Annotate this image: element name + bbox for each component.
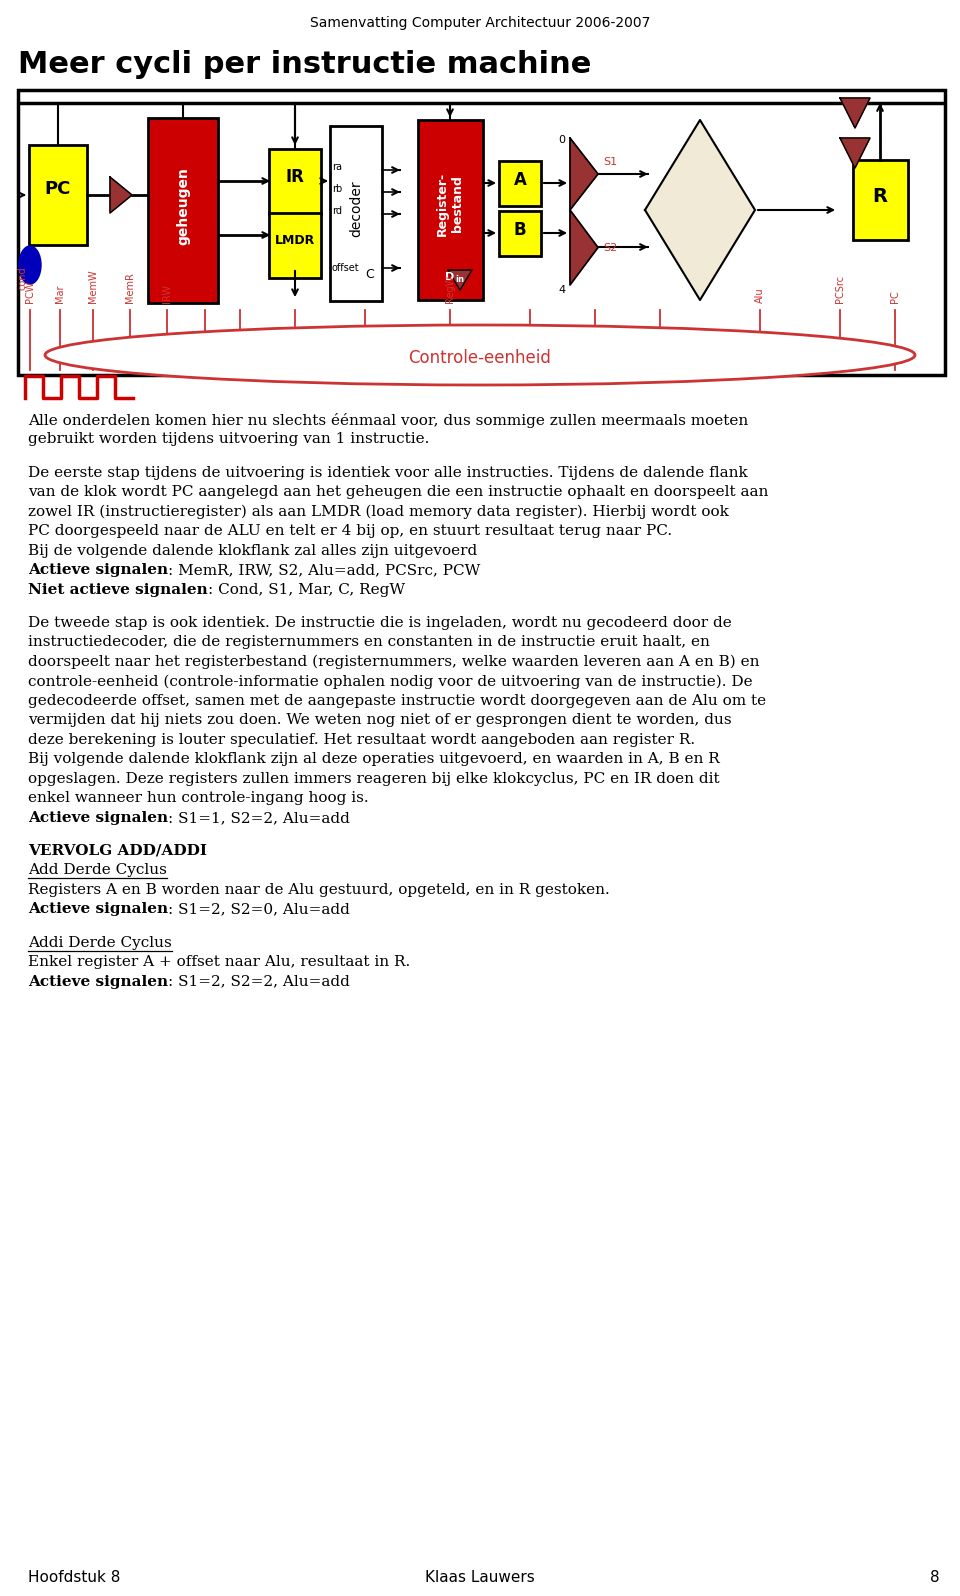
Text: PCSrc: PCSrc	[835, 275, 845, 303]
Text: : S1=2, S2=0, Alu=add: : S1=2, S2=0, Alu=add	[168, 902, 350, 916]
Ellipse shape	[45, 326, 915, 385]
Text: R: R	[873, 187, 887, 206]
Text: Bij volgende dalende klokflank zijn al deze operaties uitgevoerd, en waarden in : Bij volgende dalende klokflank zijn al d…	[28, 752, 720, 766]
Text: PC: PC	[45, 180, 71, 198]
Text: De tweede stap is ook identiek. De instructie die is ingeladen, wordt nu gecodee: De tweede stap is ook identiek. De instr…	[28, 616, 732, 630]
Text: Alu: Alu	[755, 287, 765, 303]
Text: S2: S2	[603, 243, 617, 254]
Text: PCW: PCW	[25, 281, 35, 303]
Text: cond: cond	[17, 267, 27, 290]
Bar	[330, 126, 382, 300]
Text: Registers A en B worden naar de Alu gestuurd, opgeteld, en in R gestoken.: Registers A en B worden naar de Alu gest…	[28, 883, 610, 897]
Text: in: in	[455, 276, 464, 284]
Text: : Cond, S1, Mar, C, RegW: : Cond, S1, Mar, C, RegW	[207, 583, 405, 597]
Text: B: B	[514, 220, 526, 239]
Text: Register-
bestand: Register- bestand	[436, 172, 464, 236]
Polygon shape	[448, 270, 472, 290]
Text: rb: rb	[332, 184, 343, 195]
Text: Actieve signalen: Actieve signalen	[28, 902, 168, 916]
Text: Meer cycli per instructie machine: Meer cycli per instructie machine	[18, 49, 591, 78]
Text: deze berekening is louter speculatief. Het resultaat wordt aangeboden aan regist: deze berekening is louter speculatief. H…	[28, 733, 695, 747]
Text: : S1=1, S2=2, Alu=add: : S1=1, S2=2, Alu=add	[168, 811, 350, 825]
Text: van de klok wordt PC aangelegd aan het geheugen die een instructie ophaalt en do: van de klok wordt PC aangelegd aan het g…	[28, 485, 768, 500]
Text: controle-eenheid (controle-informatie ophalen nodig voor de uitvoering van de in: controle-eenheid (controle-informatie op…	[28, 674, 753, 689]
Text: zowel IR (instructieregister) als aan LMDR (load memory data register). Hierbij : zowel IR (instructieregister) als aan LM…	[28, 504, 729, 519]
Text: PC: PC	[890, 290, 900, 303]
Text: Niet actieve signalen: Niet actieve signalen	[28, 583, 207, 597]
Text: ra: ra	[332, 163, 342, 172]
Polygon shape	[570, 137, 598, 211]
Text: Controle-eenheid: Controle-eenheid	[409, 350, 551, 367]
Text: Klaas Lauwers: Klaas Lauwers	[425, 1570, 535, 1585]
Text: geheugen: geheugen	[176, 168, 190, 244]
Text: Actieve signalen: Actieve signalen	[28, 811, 168, 825]
Text: offset: offset	[332, 263, 360, 273]
Text: S1: S1	[603, 156, 617, 168]
Text: Add Derde Cyclus: Add Derde Cyclus	[28, 863, 167, 878]
Text: : S1=2, S2=2, Alu=add: : S1=2, S2=2, Alu=add	[168, 975, 350, 988]
Bar	[29, 145, 87, 246]
Text: PC doorgespeeld naar de ALU en telt er 4 bij op, en stuurt resultaat terug naar : PC doorgespeeld naar de ALU en telt er 4…	[28, 523, 672, 538]
Text: MemR: MemR	[125, 273, 135, 303]
Text: MemW: MemW	[88, 270, 98, 303]
Text: 4: 4	[559, 286, 565, 295]
Text: enkel wanneer hun controle-ingang hoog is.: enkel wanneer hun controle-ingang hoog i…	[28, 792, 369, 806]
Text: RegW: RegW	[445, 275, 455, 303]
Bar	[269, 212, 321, 278]
Text: Hoofdstuk 8: Hoofdstuk 8	[28, 1570, 120, 1585]
Text: decoder: decoder	[349, 180, 363, 238]
Text: D: D	[445, 271, 455, 282]
Text: A: A	[514, 171, 526, 188]
Text: rd: rd	[332, 206, 342, 215]
Text: LMDR: LMDR	[275, 235, 315, 247]
Text: Alle onderdelen komen hier nu slechts éénmaal voor, dus sommige zullen meermaals: Alle onderdelen komen hier nu slechts éé…	[28, 413, 748, 428]
Text: Enkel register A + offset naar Alu, resultaat in R.: Enkel register A + offset naar Alu, resu…	[28, 954, 410, 969]
Bar	[852, 160, 907, 239]
Text: gebruikt worden tijdens uitvoering van 1 instructie.: gebruikt worden tijdens uitvoering van 1…	[28, 433, 429, 447]
Text: doorspeelt naar het registerbestand (registernummers, welke waarden leveren aan : doorspeelt naar het registerbestand (reg…	[28, 654, 759, 669]
Polygon shape	[570, 211, 598, 286]
Polygon shape	[645, 120, 755, 300]
Text: VERVOLG ADD/ADDI: VERVOLG ADD/ADDI	[28, 844, 207, 859]
Polygon shape	[840, 137, 870, 168]
Text: gedecodeerde offset, samen met de aangepaste instructie wordt doorgegeven aan de: gedecodeerde offset, samen met de aangep…	[28, 694, 766, 707]
Text: De eerste stap tijdens de uitvoering is identiek voor alle instructies. Tijdens : De eerste stap tijdens de uitvoering is …	[28, 466, 748, 480]
Polygon shape	[110, 177, 132, 212]
Text: : MemR, IRW, S2, Alu=add, PCSrc, PCW: : MemR, IRW, S2, Alu=add, PCSrc, PCW	[168, 563, 480, 578]
Bar	[499, 161, 541, 206]
Text: Samenvatting Computer Architectuur 2006-2007: Samenvatting Computer Architectuur 2006-…	[310, 16, 650, 30]
Text: IRW: IRW	[162, 284, 172, 303]
Text: Actieve signalen: Actieve signalen	[28, 975, 168, 988]
Text: 8: 8	[930, 1570, 940, 1585]
Polygon shape	[840, 97, 870, 128]
Ellipse shape	[19, 246, 41, 284]
Text: 0: 0	[559, 136, 565, 145]
Text: IR: IR	[285, 168, 304, 187]
Text: C: C	[366, 268, 374, 281]
Bar	[18, 89, 945, 375]
Text: instructiedecoder, die de registernummers en constanten in de instructie eruit h: instructiedecoder, die de registernummer…	[28, 635, 709, 650]
Text: Addi Derde Cyclus: Addi Derde Cyclus	[28, 935, 172, 950]
Text: Mar: Mar	[55, 284, 65, 303]
Text: Bij de volgende dalende klokflank zal alles zijn uitgevoerd: Bij de volgende dalende klokflank zal al…	[28, 544, 477, 557]
Bar	[418, 120, 483, 300]
Text: vermijden dat hij niets zou doen. We weten nog niet of er gesprongen dient te wo: vermijden dat hij niets zou doen. We wet…	[28, 713, 732, 728]
Bar	[148, 118, 218, 303]
Text: Actieve signalen: Actieve signalen	[28, 563, 168, 578]
Text: opgeslagen. Deze registers zullen immers reageren bij elke klokcyclus, PC en IR : opgeslagen. Deze registers zullen immers…	[28, 772, 720, 785]
Bar	[269, 148, 321, 214]
Bar	[499, 211, 541, 255]
